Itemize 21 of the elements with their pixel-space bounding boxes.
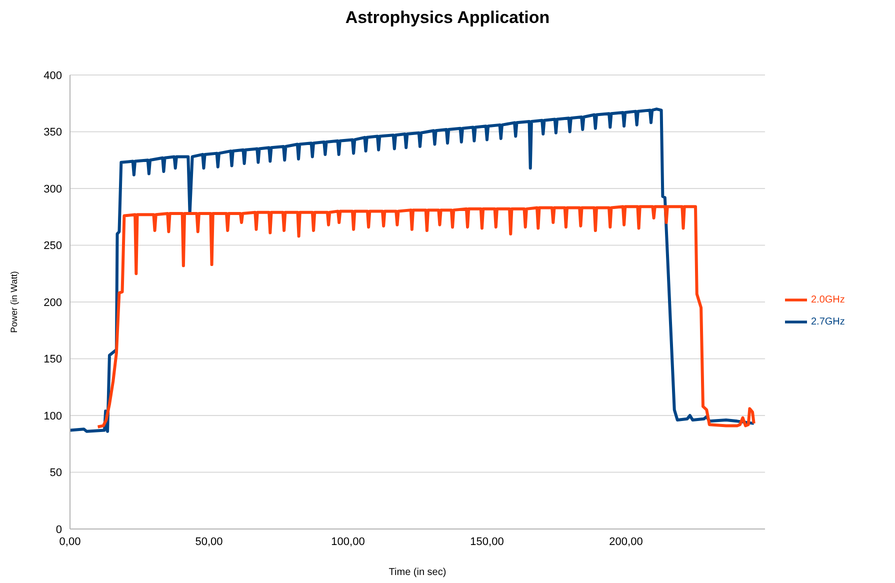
x-tick-label: 200,00	[609, 536, 643, 548]
y-tick-label: 250	[44, 240, 62, 252]
chart-title: Astrophysics Application	[344, 8, 551, 29]
y-tick-label: 200	[44, 296, 62, 309]
y-tick-label: 50	[50, 467, 62, 480]
y-tick-label: 350	[44, 126, 62, 139]
y-axis-title: Power (in Watt)	[9, 271, 20, 333]
line-series	[96, 205, 756, 428]
y-tick-label: 0	[56, 524, 62, 536]
line-series	[70, 108, 756, 433]
y-tick-label: 100	[44, 410, 62, 422]
x-tick-label: 50,00	[195, 536, 223, 548]
y-tick-label: 400	[44, 70, 62, 82]
x-tick-label: 150,00	[470, 536, 504, 548]
y-tick-label: 150	[44, 354, 62, 366]
y-tick-label: 300	[44, 183, 62, 196]
x-tick-label: 0,00	[59, 536, 81, 548]
legend-label: 2.7GHz	[811, 316, 845, 328]
x-axis-title: Time (in sec)	[388, 567, 446, 578]
x-tick-label: 100,00	[331, 536, 365, 548]
legend-label: 2.0GHz	[811, 294, 845, 306]
